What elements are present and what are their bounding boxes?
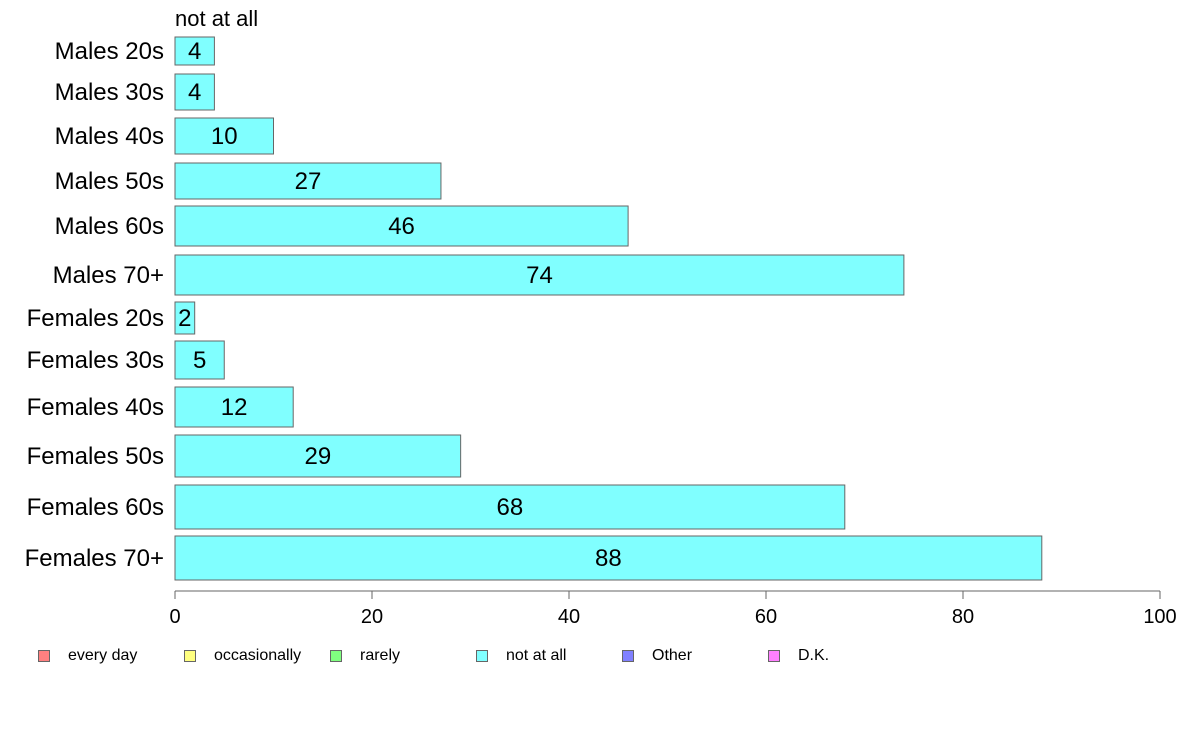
legend-item-rarely: rarely xyxy=(330,646,400,666)
legend-label: Other xyxy=(652,647,693,664)
bar-value-label: 88 xyxy=(595,545,622,572)
legend-swatch xyxy=(622,650,634,662)
bar xyxy=(174,162,442,200)
bar xyxy=(174,535,1043,581)
bar xyxy=(174,73,215,111)
bar xyxy=(174,301,196,335)
x-tick-label: 60 xyxy=(755,606,777,628)
category-label: Males 70+ xyxy=(53,262,164,289)
legend-swatch xyxy=(768,650,780,662)
category-label: Males 60s xyxy=(55,213,164,240)
x-tick-label: 80 xyxy=(952,606,974,628)
legend-label: every day xyxy=(68,647,138,664)
x-tick-label: 20 xyxy=(361,606,383,628)
bar-value-label: 4 xyxy=(188,38,201,65)
bar-value-label: 29 xyxy=(304,443,331,470)
series-label: not at all xyxy=(175,6,258,31)
bar xyxy=(174,254,905,296)
bar-value-label: 68 xyxy=(497,494,524,521)
bar-value-label: 12 xyxy=(221,394,248,421)
category-label: Females 50s xyxy=(27,443,164,470)
category-label: Males 40s xyxy=(55,123,164,150)
bar-value-label: 46 xyxy=(388,213,415,240)
bar xyxy=(174,36,215,66)
bar-value-label: 2 xyxy=(178,305,191,332)
legend-swatch xyxy=(476,650,488,662)
x-tick-label: 0 xyxy=(169,606,180,628)
category-label: Males 20s xyxy=(55,38,164,65)
legend-item-dk: D.K. xyxy=(768,646,829,666)
bar-value-label: 74 xyxy=(526,262,553,289)
bar xyxy=(174,434,462,478)
legend-swatch xyxy=(38,650,50,662)
bar xyxy=(174,386,294,428)
legend: every day occasionally rarely not at all… xyxy=(38,646,938,666)
category-label: Females 60s xyxy=(27,494,164,521)
bar-value-label: 4 xyxy=(188,79,201,106)
category-label: Females 20s xyxy=(27,305,164,332)
bar-value-label: 27 xyxy=(295,168,322,195)
bar xyxy=(174,484,846,530)
legend-label: occasionally xyxy=(214,647,302,664)
bar xyxy=(174,205,629,247)
legend-swatch xyxy=(184,650,196,662)
category-label: Males 30s xyxy=(55,79,164,106)
category-label: Females 30s xyxy=(27,347,164,374)
legend-label: not at all xyxy=(506,647,567,664)
legend-item-other: Other xyxy=(622,646,692,666)
legend-swatch xyxy=(330,650,342,662)
category-label: Females 40s xyxy=(27,394,164,421)
bar-value-label: 5 xyxy=(193,347,206,374)
bar xyxy=(174,340,225,380)
legend-item-every-day: every day xyxy=(38,646,137,666)
legend-label: rarely xyxy=(360,647,401,664)
legend-item-not-at-all: not at all xyxy=(476,646,566,666)
category-label: Males 50s xyxy=(55,168,164,195)
legend-item-occasionally: occasionally xyxy=(184,646,301,666)
bar-value-label: 10 xyxy=(211,123,238,150)
x-tick-label: 100 xyxy=(1143,606,1176,628)
x-tick-label: 40 xyxy=(558,606,580,628)
bar xyxy=(174,117,274,155)
category-label: Females 70+ xyxy=(25,545,164,572)
legend-label: D.K. xyxy=(798,647,830,664)
